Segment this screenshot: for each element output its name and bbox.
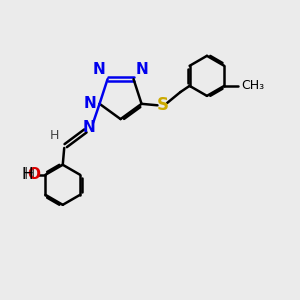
Text: H: H bbox=[21, 167, 33, 182]
Text: N: N bbox=[83, 120, 96, 135]
Text: O: O bbox=[28, 167, 41, 182]
Text: N: N bbox=[136, 62, 148, 77]
Text: H: H bbox=[50, 128, 59, 142]
Text: N: N bbox=[92, 62, 105, 77]
Text: S: S bbox=[157, 96, 169, 114]
Text: CH₃: CH₃ bbox=[241, 80, 264, 92]
Text: H: H bbox=[24, 167, 35, 182]
Text: N: N bbox=[84, 96, 97, 111]
